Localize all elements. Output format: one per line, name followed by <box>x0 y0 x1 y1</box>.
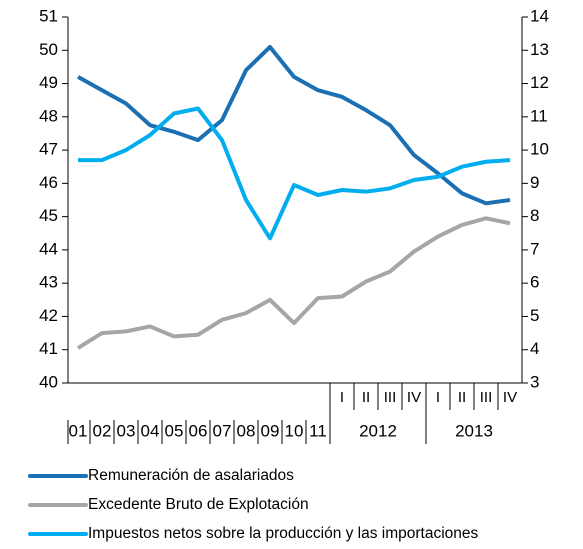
series-line <box>77 44 511 206</box>
x-tick-label: 07 <box>213 421 232 440</box>
x-tick-label: III <box>384 389 397 406</box>
y2-tick-label: 14 <box>530 6 549 25</box>
y2-tick-label: 10 <box>530 140 549 159</box>
y2-tick-label: 12 <box>530 73 549 92</box>
y2-tick-label: 11 <box>530 106 548 125</box>
y2-tick-label: 5 <box>530 306 539 325</box>
x-tick-label: IV <box>503 389 517 406</box>
y-tick-label: 40 <box>39 372 58 391</box>
x-tick-label: I <box>436 389 440 406</box>
series-line <box>78 106 511 241</box>
y2-tick-label: 13 <box>530 40 549 59</box>
y-tick-label: 44 <box>39 239 58 258</box>
year-label: 2012 <box>359 421 397 440</box>
x-tick-label: II <box>362 389 370 406</box>
x-tick-label: 05 <box>165 421 184 440</box>
x-tick-label: 03 <box>117 421 136 440</box>
x-tick-label: IV <box>407 389 421 406</box>
y-tick-label: 42 <box>39 306 58 325</box>
y-tick-label: 51 <box>39 6 58 25</box>
x-tick-label: 04 <box>141 421 160 440</box>
y-tick-label: 41 <box>39 339 58 358</box>
y2-tick-label: 9 <box>530 173 539 192</box>
y-tick-label: 49 <box>39 73 58 92</box>
y2-tick-label: 8 <box>530 206 539 225</box>
x-tick-label: 09 <box>261 421 280 440</box>
y-tick-label: 47 <box>39 140 58 159</box>
y-tick-label: 45 <box>39 206 58 225</box>
x-tick-label: 06 <box>189 421 208 440</box>
y-tick-label: 46 <box>39 173 58 192</box>
x-tick-label: II <box>458 389 466 406</box>
legend-label: Impuestos netos sobre la producción y la… <box>88 525 479 542</box>
x-tick-label: 02 <box>93 421 112 440</box>
year-label: 2013 <box>455 421 493 440</box>
y2-tick-label: 4 <box>530 339 539 358</box>
x-tick-label: 11 <box>309 421 327 440</box>
x-tick-label: I <box>340 389 344 406</box>
y2-tick-label: 6 <box>530 273 539 292</box>
x-tick-label: III <box>480 389 493 406</box>
y-tick-label: 43 <box>39 273 58 292</box>
series-line <box>76 216 511 350</box>
x-tick-label: 08 <box>237 421 256 440</box>
y-tick-label: 50 <box>39 40 58 59</box>
y-tick-label: 48 <box>39 106 58 125</box>
x-tick-label: 10 <box>285 421 304 440</box>
y2-tick-label: 7 <box>530 239 539 258</box>
y2-tick-label: 3 <box>530 372 539 391</box>
legend-label: Remuneración de asalariados <box>88 467 294 484</box>
legend-label: Excedente Bruto de Explotación <box>88 496 309 513</box>
x-tick-label: 01 <box>69 421 88 440</box>
